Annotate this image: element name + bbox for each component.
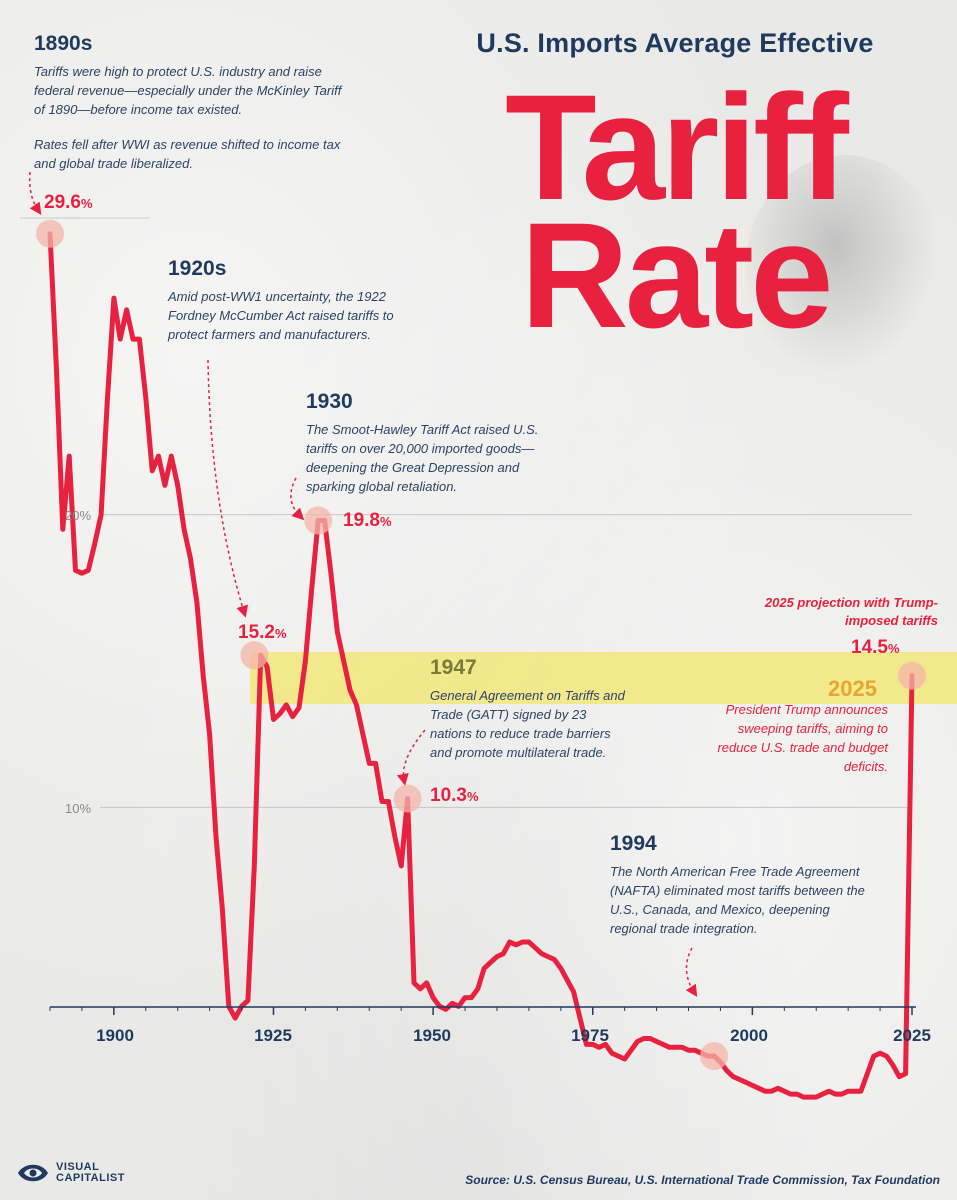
x-tick-label-2025: 2025 bbox=[893, 1026, 931, 1045]
chart-title-line1: Tariff bbox=[505, 63, 849, 231]
x-tick-label-1950: 1950 bbox=[413, 1026, 451, 1045]
portrait-silhouette bbox=[745, 155, 945, 385]
x-tick-label-1925: 1925 bbox=[254, 1026, 292, 1045]
highlight-marker-1890 bbox=[36, 219, 64, 248]
annotation-1920s-text: Amid post-WW1 uncertainty, the 1922 Ford… bbox=[168, 289, 394, 342]
annotation-1994: 1994 The North American Free Trade Agree… bbox=[610, 832, 870, 938]
arrow-1930 bbox=[290, 477, 305, 521]
value-label-1890-num: 29.6 bbox=[44, 192, 81, 213]
highlight-marker-1946 bbox=[393, 784, 422, 813]
arrow-1994 bbox=[685, 947, 698, 998]
annotation-2025-projection: 2025 projection with Trump-imposed tarif… bbox=[764, 595, 938, 628]
annotation-2025-text: President Trump announces sweeping tarif… bbox=[717, 702, 888, 774]
annotation-1930-year: 1930 bbox=[306, 390, 353, 413]
annotation-2025: President Trump announces sweeping tarif… bbox=[700, 700, 888, 776]
series-line-tariff-rate bbox=[47, 231, 915, 1100]
chart-subtitle: U.S. Imports Average Effective bbox=[476, 28, 874, 58]
arrow-1890 bbox=[28, 171, 42, 215]
x-tick-label-2000: 2000 bbox=[730, 1026, 768, 1045]
value-label-1922: 15.2% bbox=[238, 622, 287, 644]
annotation-2025-year: 2025 bbox=[828, 676, 877, 701]
logo-mark-icon bbox=[18, 1164, 48, 1182]
gatt-highlight-band bbox=[250, 652, 957, 704]
arrow-1947 bbox=[396, 729, 426, 786]
annotation-1994-text: The North American Free Trade Agreement … bbox=[610, 864, 865, 936]
annotation-1994-year: 1994 bbox=[610, 832, 657, 855]
highlight-marker-1994 bbox=[700, 1042, 729, 1071]
value-label-1932: 19.8% bbox=[343, 510, 392, 532]
visual-capitalist-logo[interactable]: VISUAL CAPITALIST bbox=[16, 1160, 125, 1186]
annotation-1920s: 1920s Amid post-WW1 uncertainty, the 192… bbox=[168, 257, 408, 344]
annotation-1930-text: The Smoot-Hawley Tariff Act raised U.S. … bbox=[306, 422, 539, 494]
value-label-1932-unit: % bbox=[379, 514, 392, 529]
logo-text-line2: CAPITALIST bbox=[56, 1172, 125, 1184]
value-label-1890-unit: % bbox=[80, 196, 93, 211]
y-tick-label-20: 20% bbox=[64, 508, 92, 523]
x-tick-label-1900: 1900 bbox=[96, 1026, 134, 1045]
grid-layer bbox=[100, 514, 912, 808]
annotation-1947-year: 1947 bbox=[430, 656, 477, 679]
logo-text-line1: VISUAL bbox=[56, 1161, 100, 1173]
series-layer bbox=[47, 231, 915, 1100]
chart-title-line2: Rate bbox=[520, 191, 833, 359]
value-label-1932-num: 19.8 bbox=[343, 510, 380, 531]
annotation-1947: 1947 General Agreement on Tariffs and Tr… bbox=[430, 656, 630, 762]
x-axis bbox=[49, 1006, 916, 1015]
annotation-1890s-text: Tariffs were high to protect U.S. indust… bbox=[34, 64, 342, 117]
source-note: Source: U.S. Census Bureau, U.S. Interna… bbox=[465, 1173, 940, 1187]
highlight-marker-1922 bbox=[240, 641, 269, 670]
value-label-1890: 29.6% bbox=[44, 192, 93, 214]
value-label-1946-num: 10.3 bbox=[430, 785, 467, 806]
value-label-1922-unit: % bbox=[274, 626, 287, 641]
annotation-1890s-year: 1890s bbox=[34, 32, 93, 55]
annotation-1947-text: General Agreement on Tariffs and Trade (… bbox=[430, 688, 625, 760]
annotation-1890s-text2: Rates fell after WWI as revenue shifted … bbox=[34, 137, 341, 171]
highlight-marker-2025 bbox=[898, 661, 926, 690]
value-label-1946: 10.3% bbox=[430, 785, 479, 807]
value-label-1922-num: 15.2 bbox=[238, 622, 275, 643]
annotation-arrows bbox=[28, 171, 698, 998]
highlight-markers bbox=[36, 219, 926, 1071]
y-tick-label-10: 10% bbox=[64, 801, 92, 816]
value-label-2025-unit: % bbox=[887, 641, 900, 656]
arrow-1920s bbox=[207, 359, 248, 618]
value-label-2025-num: 14.5 bbox=[851, 637, 888, 658]
value-label-2025: 14.5% bbox=[851, 637, 900, 659]
value-label-1946-unit: % bbox=[466, 789, 479, 804]
annotation-1930: 1930 The Smoot-Hawley Tariff Act raised … bbox=[306, 390, 551, 496]
annotation-1920s-year: 1920s bbox=[168, 257, 227, 280]
highlight-marker-1932 bbox=[304, 506, 333, 535]
x-tick-label-1975: 1975 bbox=[571, 1026, 609, 1045]
annotation-1890s: 1890s Tariffs were high to protect U.S. … bbox=[34, 32, 354, 173]
